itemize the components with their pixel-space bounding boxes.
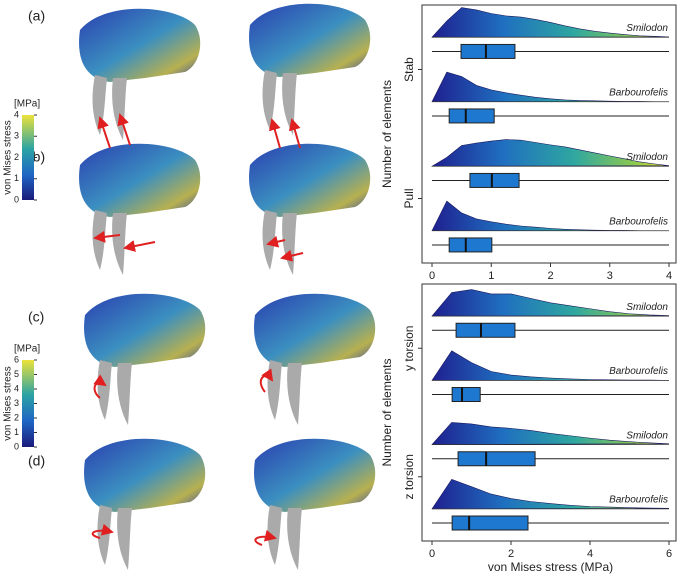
colorbar-tick-label: 4 bbox=[14, 109, 19, 119]
box bbox=[457, 451, 536, 467]
panel-label: (c) bbox=[28, 309, 44, 325]
density bbox=[431, 7, 670, 38]
series-name: Smilodon bbox=[626, 302, 668, 313]
y-axis-title: Number of elements bbox=[380, 80, 394, 188]
series-name: Smilodon bbox=[626, 152, 668, 163]
colorbar-tick-label: 4 bbox=[14, 383, 19, 393]
x-tick-label: 0 bbox=[429, 270, 435, 282]
skull-images bbox=[79, 3, 376, 570]
x-tick-label: 2 bbox=[547, 270, 553, 282]
plot-frame bbox=[421, 283, 677, 542]
group-label: z torsion bbox=[402, 454, 416, 499]
colorbar bbox=[22, 360, 34, 447]
series-name: Barbourofelis bbox=[609, 495, 668, 506]
series-name: Smilodon bbox=[626, 23, 668, 34]
colorbar-unit: [MPa] bbox=[14, 344, 40, 355]
x-tick-label: 3 bbox=[607, 270, 613, 282]
colorbar-tick-label: 3 bbox=[14, 398, 19, 408]
x-tick-label: 6 bbox=[666, 548, 672, 560]
series-name: Smilodon bbox=[626, 430, 668, 441]
colorbar-tick-label: 1 bbox=[14, 173, 19, 183]
box bbox=[448, 237, 493, 253]
plot-frame bbox=[421, 4, 677, 264]
colorbar-tick-label: 2 bbox=[14, 152, 19, 162]
colorbar-tick-label: 0 bbox=[14, 194, 19, 204]
box bbox=[455, 322, 516, 338]
colorbar-label: von Mises stress bbox=[3, 120, 14, 194]
x-tick-label: 2 bbox=[508, 548, 514, 560]
colorbar-tick-label: 6 bbox=[14, 354, 19, 364]
box bbox=[451, 387, 481, 403]
y-axis-title: Number of elements bbox=[380, 358, 394, 466]
density bbox=[431, 478, 670, 510]
density bbox=[431, 422, 670, 445]
x-tick-label: 0 bbox=[429, 548, 435, 560]
x-tick-label: 1 bbox=[488, 270, 494, 282]
group-label: Pull bbox=[402, 188, 416, 208]
density bbox=[430, 139, 670, 167]
box bbox=[469, 172, 520, 188]
box bbox=[460, 43, 516, 59]
colorbar-tick-label: 3 bbox=[14, 131, 19, 141]
box bbox=[448, 108, 495, 124]
colorbar-tick-label: 5 bbox=[14, 369, 19, 379]
panel-label: (d) bbox=[28, 453, 45, 469]
series-name: Barbourofelis bbox=[609, 87, 668, 98]
series-name: Barbourofelis bbox=[609, 366, 668, 377]
group-label: Stab bbox=[402, 57, 416, 82]
colorbar bbox=[22, 115, 34, 200]
colorbar-label: von Mises stress bbox=[3, 366, 14, 440]
density bbox=[431, 289, 670, 317]
x-tick-label: 4 bbox=[666, 270, 672, 282]
series-name: Barbourofelis bbox=[609, 216, 668, 227]
colorbar-tick-label: 0 bbox=[14, 441, 19, 451]
colorbar-tick-label: 1 bbox=[14, 427, 19, 437]
box bbox=[451, 515, 529, 531]
group-label: y torsion bbox=[402, 326, 416, 371]
panel-label: (a) bbox=[28, 8, 45, 24]
x-tick-label: 4 bbox=[587, 548, 593, 560]
colorbar-unit: [MPa] bbox=[14, 99, 40, 110]
colorbar-tick-label: 2 bbox=[14, 412, 19, 422]
x-axis-title: von Mises stress (MPa) bbox=[488, 560, 613, 574]
